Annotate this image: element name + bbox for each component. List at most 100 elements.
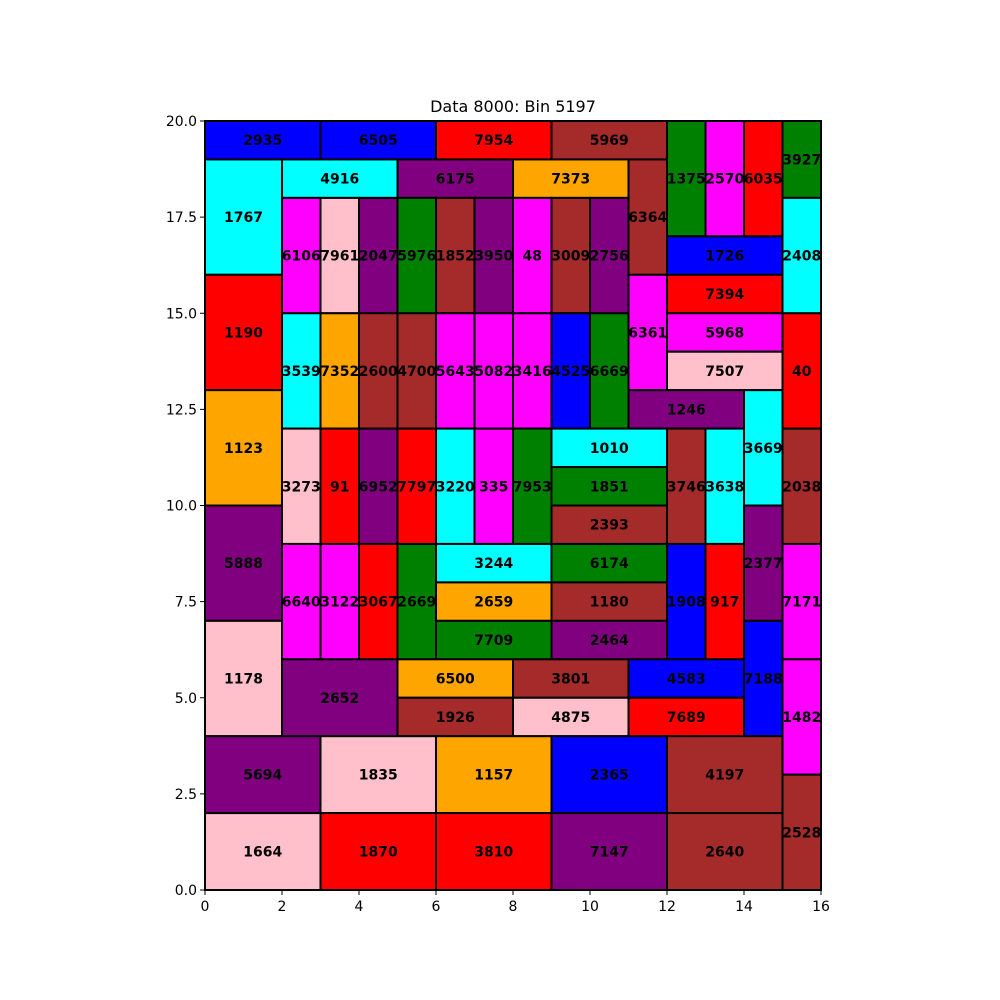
bin-item-label: 6175: [436, 172, 475, 188]
bin-item-rect: [627, 696, 745, 738]
bin-item-label: 5888: [224, 556, 263, 572]
bin-item-rect: [281, 158, 399, 199]
bin-item-rect: [781, 542, 822, 661]
bin-item-1870: 1870: [319, 812, 437, 891]
bin-item-rect: [473, 196, 514, 315]
bin-item-3927: 3927: [781, 120, 822, 199]
y-tick-label: 7.5: [175, 595, 197, 611]
bin-item-3801: 3801: [512, 658, 630, 699]
bin-item-rect: [550, 542, 668, 584]
bin-item-rect: [666, 235, 784, 276]
x-tick-label: 6: [432, 899, 441, 915]
bin-item-1190: 1190: [204, 273, 283, 392]
bin-item-4197: 4197: [666, 735, 784, 815]
bin-item-5082: 5082: [473, 312, 514, 430]
bin-item-rect: [550, 504, 668, 545]
bin-item-rect: [435, 196, 476, 315]
bin-item-label: 2377: [744, 556, 783, 572]
bin-item-rect: [743, 619, 784, 738]
bin-item-label: 2935: [243, 133, 282, 149]
x-tick-label: 4: [355, 899, 364, 915]
bin-item-rect: [781, 658, 822, 776]
bin-item-label: 3067: [359, 595, 398, 611]
bin-item-2669: 2669: [396, 542, 437, 661]
bin-item-1926: 1926: [396, 696, 514, 738]
bin-item-4875: 4875: [512, 696, 630, 738]
bin-item-label: 4916: [320, 172, 359, 188]
bin-item-2640: 2640: [666, 812, 784, 891]
bin-item-label: 7689: [667, 710, 706, 726]
bin-item-label: 7188: [744, 672, 783, 688]
bin-item-label: 3746: [667, 479, 706, 495]
bin-item-7373: 7373: [512, 158, 630, 199]
bin-item-7954: 7954: [435, 120, 553, 161]
y-tick-label: 17.5: [166, 210, 197, 226]
bin-item-label: 1926: [436, 710, 475, 726]
bin-item-label: 7709: [474, 633, 513, 649]
bin-item-label: 2669: [397, 595, 436, 611]
bin-item-label: 3273: [282, 479, 321, 495]
bin-item-label: 3638: [705, 479, 744, 495]
bin-item-7394: 7394: [666, 273, 784, 315]
bin-item-label: 1157: [474, 768, 513, 784]
bin-item-label: 7352: [320, 364, 359, 380]
bin-item-5969: 5969: [550, 120, 668, 161]
bin-item-label: 5976: [397, 249, 436, 265]
bin-item-label: 917: [710, 595, 739, 611]
bin-item-4916: 4916: [281, 158, 399, 199]
bin-item-rect: [550, 581, 668, 622]
bin-item-5694: 5694: [204, 735, 322, 815]
bin-item-label: 5968: [705, 325, 744, 341]
bin-item-2935: 2935: [204, 120, 322, 161]
bin-item-label: 48: [523, 249, 542, 265]
bin-item-label: 2393: [590, 518, 629, 534]
bin-item-3067: 3067: [358, 542, 399, 661]
bin-item-3669: 3669: [743, 389, 784, 507]
bin-item-6505: 6505: [319, 120, 437, 161]
bin-item-label: 7507: [705, 364, 744, 380]
bin-item-label: 7954: [474, 133, 513, 149]
bin-item-6035: 6035: [743, 120, 784, 238]
bin-item-label: 2600: [359, 364, 398, 380]
bin-item-rect: [358, 196, 399, 315]
bin-item-1178: 1178: [204, 619, 283, 738]
bin-item-label: 4525: [551, 364, 590, 380]
y-axis: 0.0 2.5 5.0 7.5 10.0 12.5 15.0 17.5 20.0: [166, 114, 205, 899]
bin-item-label: 7953: [513, 479, 552, 495]
bin-item-label: 3950: [474, 249, 513, 265]
bin-item-label: 4583: [667, 672, 706, 688]
bin-item-label: 2408: [782, 249, 821, 265]
bin-item-3009: 3009: [550, 196, 591, 315]
bin-item-3244: 3244: [435, 542, 553, 584]
bin-item-label: 1190: [224, 325, 263, 341]
bin-item-2528: 2528: [781, 773, 822, 892]
bin-item-label: 2659: [474, 595, 513, 611]
bin-item-label: 3416: [513, 364, 552, 380]
bin-item-label: 335: [479, 479, 508, 495]
y-tick-label: 2.5: [175, 787, 197, 803]
bin-item-label: 40: [792, 364, 812, 380]
bin-item-1835: 1835: [319, 735, 437, 815]
bin-item-label: 5969: [590, 133, 629, 149]
bin-item-label: 2528: [782, 825, 821, 841]
bin-item-rect: [396, 542, 437, 661]
bin-item-label: 3927: [782, 152, 821, 168]
bin-item-2365: 2365: [550, 735, 668, 815]
bin-item-3416: 3416: [512, 312, 553, 430]
bin-item-2600: 2600: [358, 312, 399, 430]
bin-item-7953: 7953: [512, 427, 553, 545]
y-tick-label: 10.0: [166, 499, 197, 515]
bin-item-label: 2570: [705, 172, 744, 188]
bin-item-label: 1246: [667, 402, 706, 418]
bin-item-label: 91: [330, 479, 349, 495]
bin-item-1908: 1908: [666, 542, 707, 661]
bin-item-rect: [666, 735, 784, 815]
bin-item-rect: [281, 542, 322, 661]
bin-item-6669: 6669: [589, 312, 630, 430]
bin-item-4525: 4525: [550, 312, 591, 430]
bin-item-label: 5694: [243, 768, 282, 784]
bin-item-label: 6035: [744, 172, 783, 188]
chart-title: Data 8000: Bin 5197: [430, 97, 596, 116]
bin-item-6174: 6174: [550, 542, 668, 584]
bin-item-1157: 1157: [435, 735, 553, 815]
